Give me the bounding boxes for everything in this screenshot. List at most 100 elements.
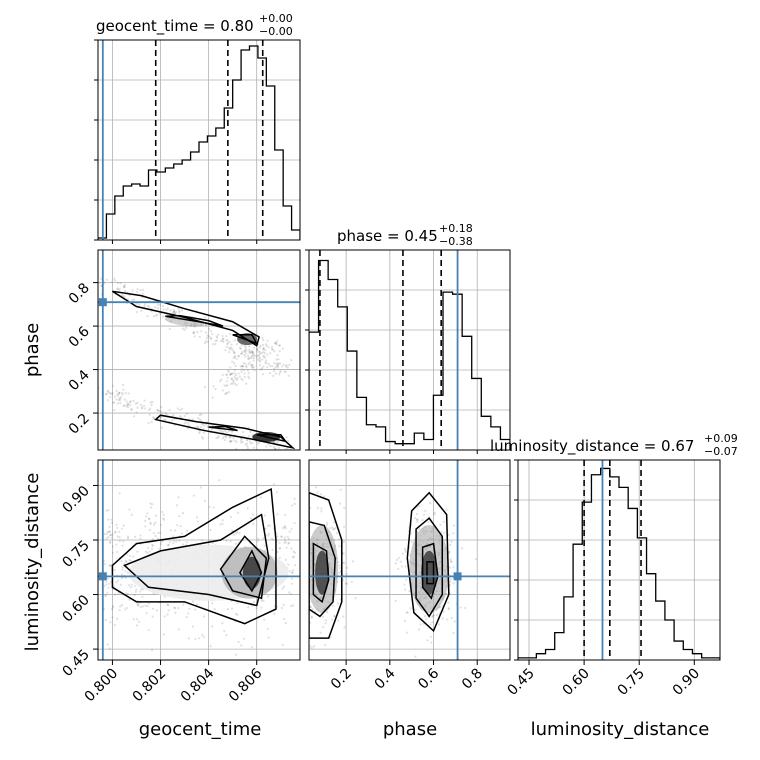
panel-geocent-phase-sample-point — [265, 445, 268, 448]
panel-phase-lumdist-sample-point — [293, 561, 295, 563]
panel-geocent-phase-sample-point — [274, 341, 277, 344]
panel-geocent-lumdist-sample-point — [135, 588, 138, 591]
panel-geocent-lumdist-sample-point — [116, 535, 119, 538]
panel-geocent-phase-sample-point — [111, 393, 114, 396]
panel-geocent-phase-sample-point — [241, 365, 244, 368]
panel-geocent-phase-sample-point — [241, 350, 244, 353]
panel-geocent-lumdist-sample-point — [105, 509, 108, 512]
panel-phase-lumdist-sample-point — [324, 644, 327, 647]
panel-geocent-lumdist-sample-point — [260, 606, 263, 609]
panel-geocent-lumdist-sample-point — [133, 584, 137, 588]
panel-geocent-lumdist-sample-point — [111, 588, 114, 591]
panel-phase-lumdist-sample-point — [403, 619, 407, 622]
panel-geocent-phase-sample-point — [209, 337, 213, 341]
panel-geocent-phase-sample-point — [135, 411, 138, 414]
panel-geocent-phase-sample-point — [228, 373, 232, 376]
panel-geocent-lumdist-sample-point — [124, 576, 127, 580]
panel-geocent-phase-sample-point — [239, 347, 242, 350]
panel-geocent-phase-sample-point — [190, 324, 193, 327]
panel-geocent-phase-sample-point — [217, 435, 220, 438]
panel-phase-lumdist-sample-point — [332, 528, 336, 531]
panel-geocent-lumdist-sample-point — [129, 554, 132, 558]
panel-geocent-lumdist-sample-point — [110, 521, 114, 524]
panel-geocent-lumdist-sample-point — [149, 522, 153, 525]
panel-geocent-lumdist-sample-point — [284, 622, 287, 625]
panel-geocent-lumdist-sample-point — [109, 540, 112, 544]
x-tick-label-luminosity_distance: 0.45 — [504, 666, 537, 699]
panel-geocent-phase-sample-point — [284, 370, 287, 373]
panel-geocent-phase-sample-point — [262, 355, 265, 359]
panel-phase-lumdist-sample-point — [343, 626, 346, 629]
panel-phase-lumdist-sample-point — [401, 552, 404, 555]
panel-geocent-phase-sample-point — [116, 287, 119, 290]
panel-phase-lumdist-sample-point — [394, 562, 397, 565]
panel-geocent-lumdist-sample-point — [236, 613, 239, 616]
panel-geocent-lumdist-sample-point — [264, 527, 267, 530]
panel-geocent-phase-sample-point — [143, 399, 146, 402]
panel-geocent-phase-sample-point — [228, 436, 231, 439]
panel-phase-lumdist-sample-point — [346, 582, 349, 585]
panel-phase-lumdist-sample-point — [338, 566, 341, 570]
panel-geocent-phase-sample-point — [149, 401, 152, 404]
panel-geocent-lumdist-sample-point — [251, 513, 255, 516]
panel-geocent-phase-sample-point — [129, 403, 132, 407]
panel-geocent-lumdist-sample-point — [126, 535, 130, 538]
panel-phase-lumdist-sample-point — [306, 522, 308, 524]
panel-geocent-phase-sample-point — [248, 361, 251, 364]
panel-geocent-phase-sample-point — [275, 358, 278, 361]
panel-geocent-phase-sample-point — [119, 401, 122, 405]
panel-geocent-lumdist-sample-point — [291, 504, 294, 507]
panel-geocent-phase-sample-point — [251, 351, 254, 354]
panel-phase-lumdist-sample-point — [322, 626, 325, 629]
panel-geocent-phase-sample-point — [162, 308, 165, 311]
panel-geocent-phase-sample-point — [229, 348, 232, 351]
panel-geocent-phase-sample-point — [256, 358, 259, 361]
panel-geocent-phase-sample-point — [214, 339, 217, 342]
panel-phase-lumdist-sample-point — [394, 599, 397, 602]
panel-geocent-lumdist-sample-point — [225, 633, 228, 637]
panel-geocent-phase-sample-point — [258, 355, 261, 359]
panel-geocent-phase-sample-point — [230, 372, 233, 375]
panel-geocent-lumdist-sample-point — [121, 544, 124, 547]
panel-phase-lumdist-sample-point — [464, 606, 467, 610]
panel-geocent-lumdist-sample-point — [105, 583, 108, 586]
panel-geocent-phase-sample-point — [259, 360, 262, 363]
panel-geocent-phase-sample-point — [235, 447, 238, 450]
panel-geocent-phase-sample-point — [218, 379, 222, 383]
panel-phase-lumdist-sample-point — [431, 621, 434, 624]
panel-geocent-lumdist-sample-point — [200, 538, 204, 542]
panel-geocent-phase-sample-point — [116, 393, 119, 396]
panel-geocent-phase-sample-point — [166, 307, 169, 310]
panel-phase-lumdist-sample-point — [300, 590, 302, 592]
panel-geocent-lumdist-sample-point — [225, 664, 227, 666]
hist-phase-frame — [308, 249, 511, 451]
panel-geocent-lumdist-contour — [239, 549, 263, 593]
panel-geocent-phase-sample-point — [210, 428, 214, 431]
panel-geocent-phase-sample-point — [103, 282, 106, 285]
panel-geocent-phase-sample-point — [256, 349, 259, 352]
panel-phase-lumdist-sample-point — [300, 585, 302, 587]
panel-phase-lumdist-sample-point — [421, 518, 424, 522]
panel-geocent-lumdist-sample-point — [108, 530, 111, 534]
panel-geocent-phase-sample-point — [150, 403, 153, 407]
panel-geocent-lumdist-sample-point — [166, 603, 169, 606]
panel-phase-lumdist-sample-point — [424, 509, 427, 512]
panel-phase-lumdist-sample-point — [294, 599, 296, 601]
panel-geocent-phase-sample-point — [129, 400, 132, 403]
panel-geocent-phase-sample-point — [252, 352, 255, 355]
panel-geocent-phase-sample-point — [228, 440, 232, 443]
panel-phase-lumdist-sample-point — [397, 567, 400, 571]
panel-geocent-lumdist-sample-point — [111, 616, 114, 619]
panel-geocent-phase-sample-point — [122, 405, 125, 408]
panel-geocent-phase-sample-point — [276, 364, 279, 367]
panel-geocent-lumdist-sample-point — [219, 523, 222, 526]
panel-geocent-lumdist-sample-point — [159, 523, 162, 527]
panel-phase-lumdist-sample-point — [301, 589, 303, 591]
panel-geocent-phase-sample-point — [222, 430, 225, 433]
panel-phase-lumdist-sample-point — [325, 523, 329, 527]
panel-geocent-phase-sample-point — [241, 379, 244, 382]
panel-geocent-phase-sample-point — [130, 408, 133, 412]
panel-phase-lumdist-sample-point — [403, 547, 406, 550]
panel-geocent-phase-sample-point — [129, 400, 132, 403]
panel-geocent-lumdist-sample-point — [135, 624, 139, 627]
